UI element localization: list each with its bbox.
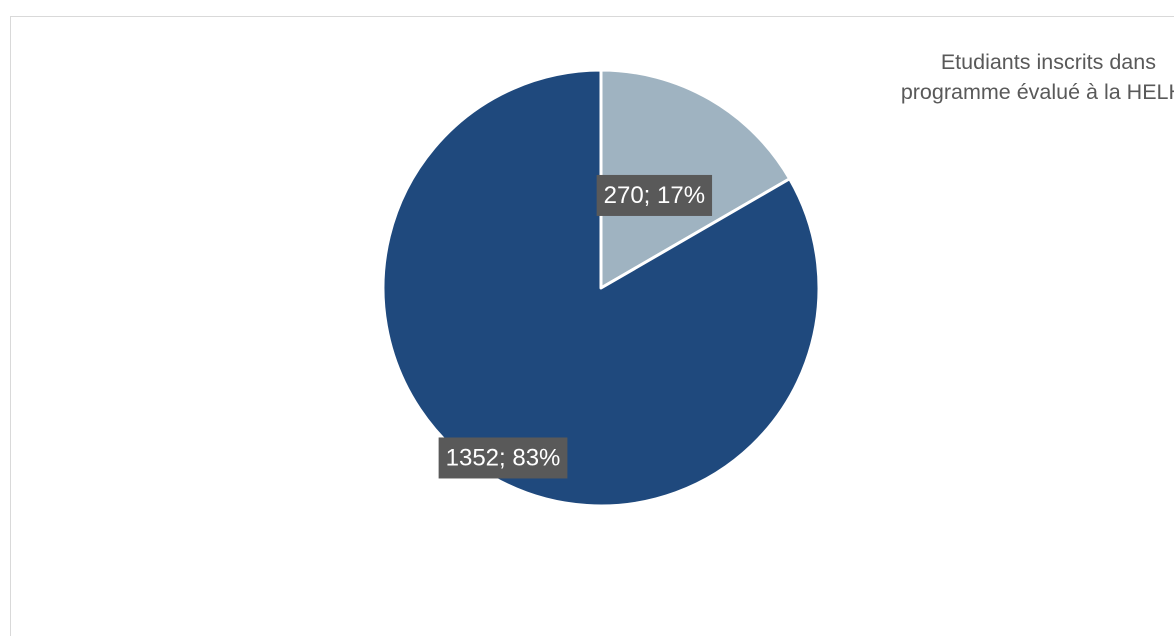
legend: Etudiants inscrits dans programme évalué… <box>901 47 1174 107</box>
data-label-major-box <box>438 437 568 479</box>
chart-area: 270; 17% 1352; 83% Etudiants inscrits dan… <box>10 16 1174 636</box>
legend-entry-2: programme évalué à la HELHa <box>900 80 1174 104</box>
data-label-major: 1352; 83% <box>438 437 568 479</box>
legend-entry-1: Etudiants inscrits dans <box>940 50 1156 74</box>
data-label-minor: 270; 17% <box>596 174 713 216</box>
pie-chart: 270; 17% 1352; 83% <box>381 68 821 508</box>
data-label-minor-box <box>596 174 713 216</box>
data-label-minor-text: 270; 17% <box>604 182 705 209</box>
data-label-major-text: 1352; 83% <box>446 444 561 471</box>
